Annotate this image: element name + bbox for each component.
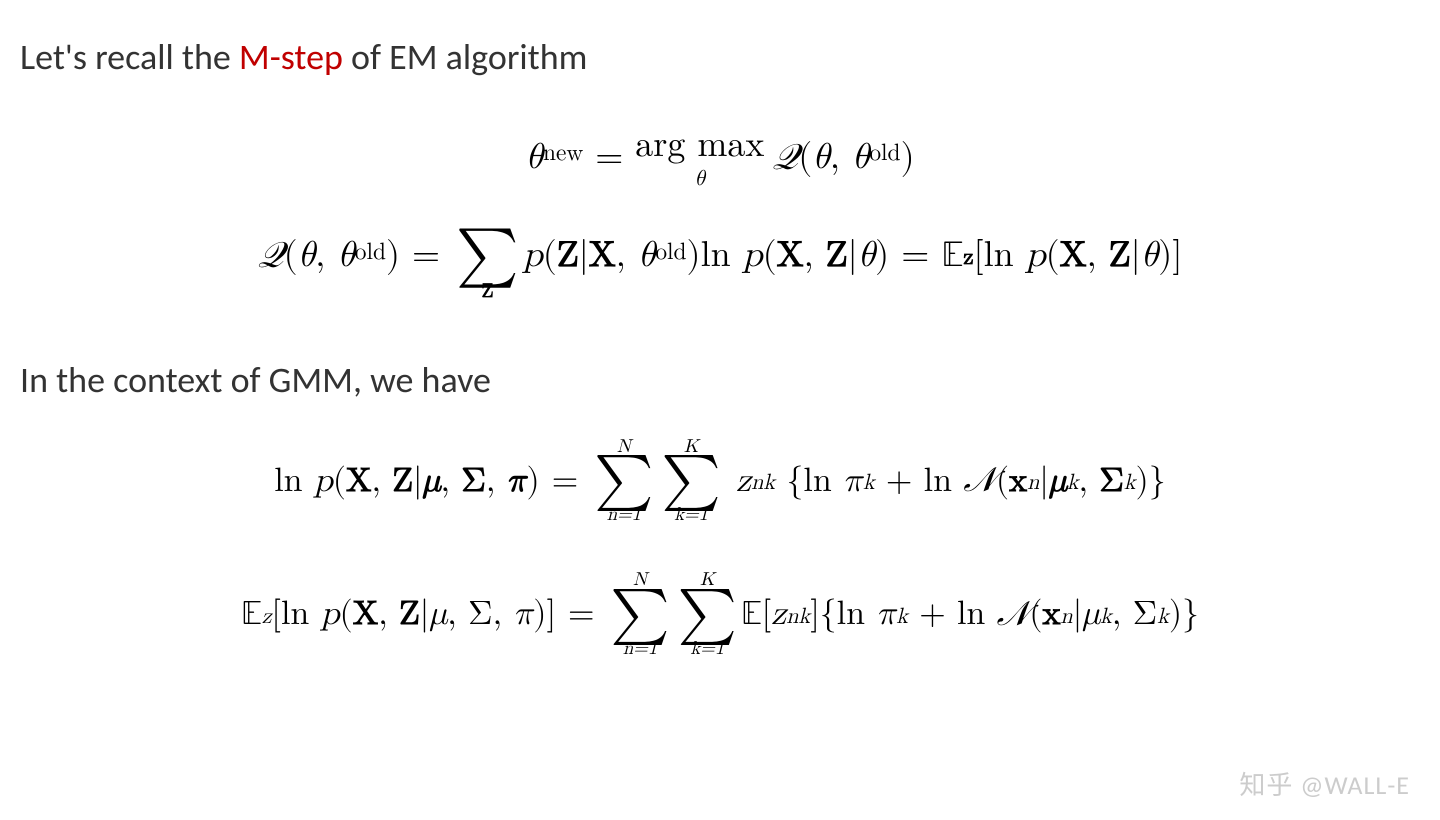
eq4-x-sub: n (1060, 604, 1072, 630)
eq3-N: 𝒩 (963, 462, 996, 500)
eq3-x: x (1009, 461, 1027, 502)
context-text: In the context of GMM, we have (20, 358, 491, 402)
eq4-innerE: 𝔼 (741, 594, 762, 635)
eq1-arg2: θ (852, 136, 870, 179)
eq3-z-sub: nk (751, 470, 775, 496)
intro-highlight: M-step (239, 35, 343, 79)
eq2-a2-sup: old (355, 238, 386, 267)
eq4-N: 𝒩 (997, 596, 1030, 634)
eq1-sup-new: new (543, 139, 583, 168)
equation-1: θnew = arg max θ 𝒬 (θ, θold) (20, 124, 1420, 191)
eq1-arg2-sup: old (869, 139, 900, 168)
eq3-pi-sub: k (863, 470, 875, 496)
eq2-Q: 𝒬 (258, 234, 284, 277)
eq3-ln: ln (274, 461, 302, 502)
equation-4: 𝔼z[ln p(X, Z|μ, Σ, π)] = N ∑ n=1 K ∑ k=1… (20, 570, 1420, 659)
equation-3: ln p(X, Z|μ, Σ, π) = N ∑ n=1 K ∑ k=1 znk… (20, 437, 1420, 526)
eq3-z: z (736, 461, 751, 502)
intro-pre: Let's recall the (20, 35, 239, 79)
eq3-sigma: Σ (1099, 461, 1124, 502)
eq4-sigma-sub: k (1157, 604, 1169, 630)
eq1-arg1: θ (812, 136, 830, 179)
eq3-mu-sub: k (1067, 470, 1079, 496)
eq2-ln2: ln (984, 234, 1014, 277)
eq4-x: x (1042, 594, 1060, 635)
eq4-mu: μ (1082, 594, 1100, 635)
eq1-theta: θ (525, 136, 543, 179)
intro-post: of EM algorithm (343, 35, 587, 79)
watermark: 知乎 @WALL-E (1239, 765, 1410, 802)
eq2-E-sub: z (963, 243, 973, 272)
eq3-sigma-sub: k (1124, 470, 1136, 496)
eq2-ln1: ln (701, 234, 731, 277)
eq2-E: 𝔼 (941, 234, 963, 277)
eq4-pi-sub: k (896, 604, 908, 630)
eq4-z: z (771, 594, 786, 635)
eq2-a2: θ (337, 234, 355, 277)
eq3-p: p (314, 461, 333, 502)
eq4-pi: π (876, 594, 896, 635)
eq1-Q: 𝒬 (772, 136, 798, 179)
eq2-a1: θ (298, 234, 316, 277)
watermark-text: 知乎 @WALL-E (1239, 769, 1410, 801)
eq4-E: 𝔼 (241, 594, 262, 635)
eq4-E-sub: z (262, 604, 272, 630)
eq1-argmax: arg max (635, 124, 764, 167)
eq4-ln: ln (281, 594, 309, 635)
eq3-mu: μ (1049, 461, 1067, 502)
eq4-z-sub: nk (786, 604, 810, 630)
intro-text-line: Let's recall the M-step of EM algorithm (20, 35, 1420, 79)
context-text-line: In the context of GMM, we have (20, 358, 1420, 402)
eq4-mu-sub: k (1100, 604, 1112, 630)
equation-2: 𝒬 (θ, θold) = ∑ Z p(Z|X, θold)ln p(X, Z|… (20, 209, 1420, 303)
eq4-p: p (321, 594, 340, 635)
eq3-pi: π (843, 461, 863, 502)
eq4-sigma: Σ (1133, 594, 1158, 635)
eq1-argmax-sub: θ (635, 169, 764, 191)
eq3-x-sub: n (1027, 470, 1039, 496)
